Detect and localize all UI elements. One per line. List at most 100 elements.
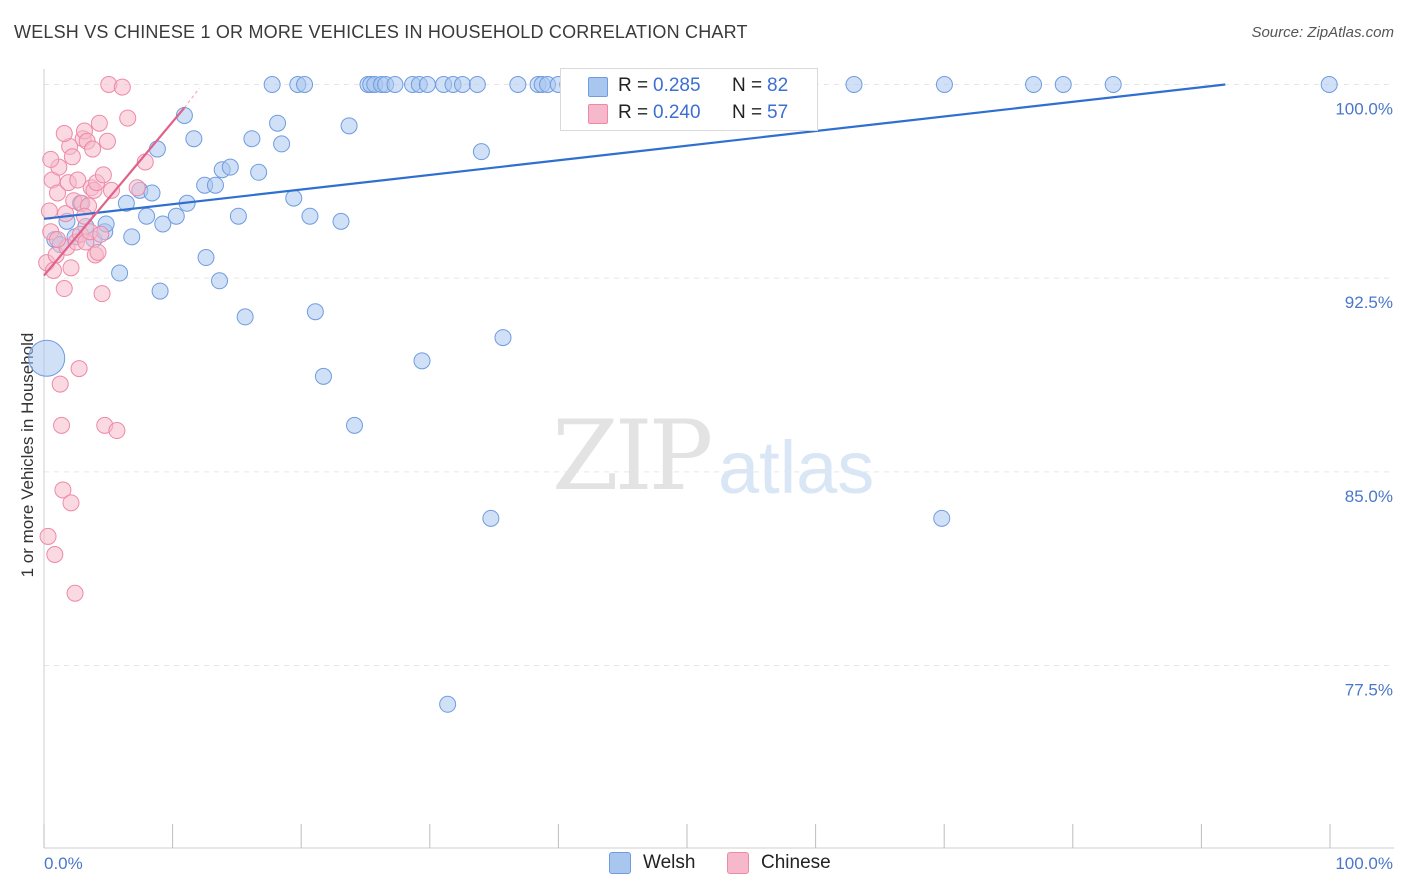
chinese-point: [128, 179, 146, 197]
x-tick-label-min: 0.0%: [44, 854, 83, 873]
chinese-point: [62, 259, 80, 277]
chinese-n-value: 57: [767, 102, 789, 123]
welsh-n-value: 82: [767, 75, 789, 96]
welsh-point: [386, 75, 404, 93]
welsh-point: [314, 367, 332, 385]
y-tick-label: 77.5%: [1345, 681, 1393, 700]
chinese-legend-label: Chinese: [761, 852, 831, 873]
watermark-atlas: atlas: [718, 426, 875, 509]
chinese-r-label: R =: [618, 102, 649, 123]
welsh-point: [28, 339, 66, 377]
y-tick-label: 85.0%: [1345, 487, 1393, 506]
welsh-point: [185, 130, 203, 148]
legend-row-chinese: R = 0.240 N = 57: [561, 100, 817, 126]
chinese-point: [98, 132, 116, 150]
welsh-point: [1054, 75, 1072, 93]
welsh-point: [346, 416, 363, 434]
welsh-point: [340, 117, 358, 135]
chinese-point: [49, 230, 66, 248]
welsh-point: [229, 207, 247, 225]
welsh-point: [236, 308, 254, 326]
chart-title: WELSH VS CHINESE 1 OR MORE VEHICLES IN H…: [14, 22, 748, 42]
y-tick-label: 92.5%: [1345, 293, 1393, 312]
legend-row-welsh: R = 0.285 N = 82: [561, 73, 817, 99]
chinese-point: [69, 171, 87, 189]
welsh-point: [454, 75, 471, 93]
chinese-point: [70, 360, 88, 378]
welsh-swatch: [588, 77, 608, 97]
welsh-point: [494, 329, 512, 347]
chinese-trend-extension: [184, 88, 200, 109]
chinese-point: [54, 481, 72, 499]
welsh-point: [1025, 75, 1043, 93]
chinese-point: [89, 243, 107, 261]
welsh-point: [413, 352, 431, 370]
welsh-legend-label: Welsh: [643, 852, 696, 873]
welsh-point: [1104, 75, 1122, 93]
chinese-point: [94, 166, 112, 184]
chinese-n-label: N =: [732, 102, 763, 123]
welsh-point: [117, 194, 135, 212]
x-tick-label-max: 100.0%: [1335, 854, 1393, 873]
welsh-point: [285, 189, 303, 207]
welsh-n-label: N =: [732, 75, 763, 96]
legend-item-welsh[interactable]: Welsh: [609, 852, 695, 874]
welsh-point: [509, 75, 527, 93]
chinese-point: [90, 114, 108, 132]
welsh-point: [263, 75, 281, 93]
chinese-point: [119, 109, 137, 127]
welsh-point: [1320, 75, 1338, 93]
welsh-point: [468, 75, 486, 93]
welsh-point: [439, 695, 457, 713]
welsh-point: [301, 207, 319, 225]
welsh-point: [250, 163, 268, 181]
welsh-point: [935, 75, 953, 93]
welsh-point: [472, 143, 490, 161]
chinese-point: [46, 546, 64, 564]
welsh-point: [933, 509, 951, 527]
legend-item-chinese[interactable]: Chinese: [727, 852, 831, 874]
welsh-trend-line: [43, 83, 1226, 220]
chinese-point: [42, 150, 60, 168]
chinese-point: [84, 140, 102, 158]
series-legend: Welsh Chinese: [0, 852, 1406, 878]
chinese-legend-swatch: [727, 852, 749, 874]
chinese-point: [113, 78, 131, 96]
welsh-point: [167, 207, 185, 225]
chinese-point: [55, 280, 73, 298]
chinese-point: [93, 285, 111, 303]
watermark-zip: ZIP: [552, 400, 713, 512]
welsh-point: [221, 158, 239, 176]
welsh-legend-swatch: [609, 852, 631, 874]
chinese-point: [66, 584, 84, 602]
chinese-swatch: [588, 104, 608, 124]
chinese-point: [49, 184, 66, 202]
chinese-point: [62, 494, 80, 512]
y-tick-label: 100.0%: [1335, 99, 1393, 118]
chinese-point: [39, 527, 57, 545]
welsh-point: [206, 176, 224, 194]
welsh-point: [306, 303, 324, 321]
welsh-r-label: R =: [618, 75, 649, 96]
welsh-point: [197, 249, 215, 267]
welsh-point: [296, 75, 314, 93]
welsh-point: [154, 215, 172, 233]
welsh-point: [273, 135, 291, 153]
welsh-point: [332, 212, 350, 230]
stats-legend: R = 0.285 N = 82 R = 0.240 N = 57: [560, 68, 818, 131]
chinese-point: [63, 148, 81, 166]
chinese-point: [55, 125, 73, 143]
chinese-point: [103, 181, 120, 199]
chinese-trend-line: [43, 107, 186, 277]
welsh-point: [845, 75, 863, 93]
welsh-point: [151, 282, 169, 300]
welsh-point: [418, 75, 436, 93]
chinese-point: [92, 225, 110, 243]
welsh-point: [269, 114, 287, 132]
welsh-point: [148, 140, 166, 158]
chinese-r-value: 0.240: [653, 102, 701, 123]
welsh-point: [211, 272, 228, 290]
chinese-point: [108, 422, 126, 440]
welsh-point: [111, 264, 129, 282]
